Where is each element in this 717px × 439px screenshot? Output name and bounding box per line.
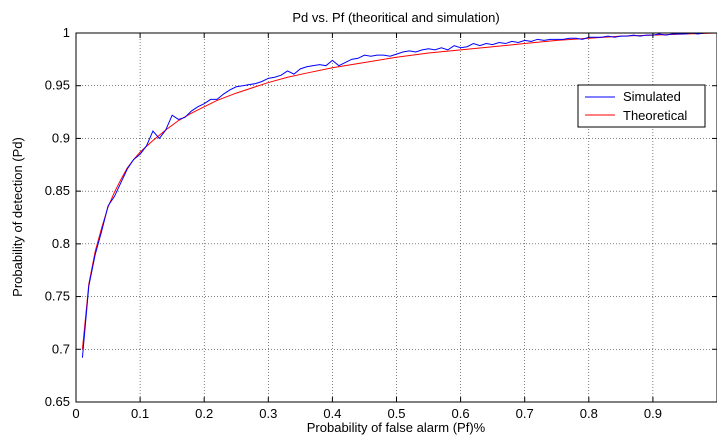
- y-tick-label: 0.8: [52, 236, 70, 251]
- y-tick-label: 0.75: [45, 289, 70, 304]
- series-line-theoretical: [81, 32, 717, 350]
- legend-box: [577, 84, 706, 128]
- y-tick-label: 0.95: [45, 78, 70, 93]
- legend-label-theoretical: Theoretical: [623, 108, 687, 123]
- x-tick-label: 0.4: [323, 406, 341, 421]
- x-tick-label: 0: [72, 406, 79, 421]
- y-axis-label: Probability of detection (Pd): [10, 137, 25, 297]
- legend-label-simulated: Simulated: [623, 89, 681, 104]
- x-tick-label: 0.3: [259, 406, 277, 421]
- x-tick-label: 0.6: [452, 406, 470, 421]
- y-tick-label: 0.85: [45, 183, 70, 198]
- series-line-simulated: [81, 32, 717, 358]
- x-tick-label: 0.2: [195, 406, 213, 421]
- y-tick-label: 0.65: [45, 394, 70, 409]
- tick-labels: 0 0.1 0.2 0.3 0.4 0.5 0.6 0.7 0.8 0.9 0.65 0.7 0.75 0…: [45, 25, 662, 421]
- legend: Simulated Theoretical: [577, 84, 706, 128]
- x-tick-label: 0.7: [516, 406, 534, 421]
- y-tick-label: 1: [63, 25, 70, 40]
- series-layer: [81, 32, 717, 358]
- y-tick-label: 0.7: [52, 341, 70, 356]
- y-tick-label: 0.9: [52, 130, 70, 145]
- x-axis-label: Probability of false alarm (Pf)%: [307, 420, 486, 435]
- x-tick-label: 0.5: [387, 406, 405, 421]
- x-tick-label: 0.8: [580, 406, 598, 421]
- chart-title: Pd vs. Pf (theoritical and simulation): [292, 10, 499, 25]
- axis-ticks: [75, 32, 717, 403]
- x-tick-label: 0.9: [644, 406, 662, 421]
- x-tick-label: 0.1: [131, 406, 149, 421]
